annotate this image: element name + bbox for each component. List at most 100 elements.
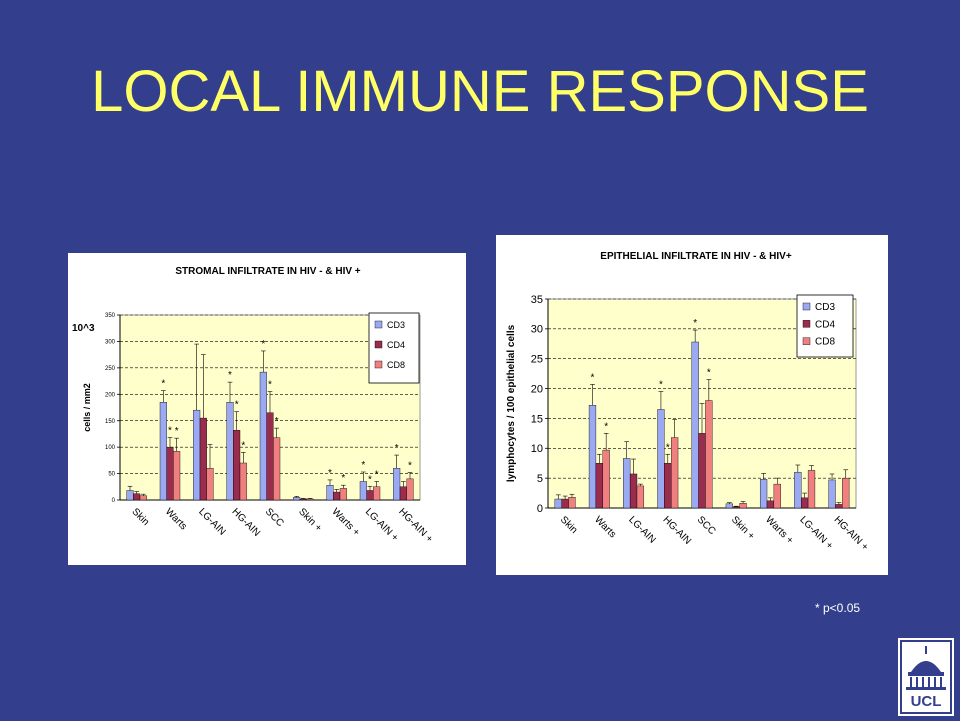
epith-bar-cd8 bbox=[739, 503, 747, 509]
epith-bar-cd3 bbox=[828, 479, 836, 509]
stromal-significance-marker: * bbox=[375, 470, 379, 481]
stromal-y-tick-label: 350 bbox=[105, 313, 116, 319]
epith-bar-cd4 bbox=[766, 500, 775, 509]
stromal-bar-cd8 bbox=[206, 468, 214, 501]
stromal-bar-cd4 bbox=[299, 498, 307, 501]
stromal-bar-cd8 bbox=[273, 437, 281, 501]
epith-category-label: SCC bbox=[695, 514, 718, 537]
logo-text: UCL bbox=[911, 693, 942, 710]
epith-title: EPITHELIAL INFILTRATE IN HIV - & HIV+ bbox=[600, 251, 792, 262]
epith-y-tick-label: 10 bbox=[531, 443, 543, 455]
epith-y-tick-label: 20 bbox=[531, 383, 543, 395]
stromal-bar-cd4 bbox=[166, 446, 174, 501]
stromal-bar-cd3 bbox=[326, 484, 334, 501]
stromal-significance-marker: * bbox=[268, 380, 272, 391]
epith-significance-marker: * bbox=[591, 372, 595, 383]
epith-bar-cd8 bbox=[705, 400, 713, 509]
epith-legend-swatch-cd8 bbox=[802, 337, 811, 345]
epith-bar-cd8 bbox=[807, 470, 816, 509]
ucl-dome-icon: UCL bbox=[900, 640, 952, 714]
epith-significance-marker: * bbox=[693, 318, 697, 329]
epith-bar-cd3 bbox=[691, 341, 699, 509]
stromal-legend-swatch-cd4 bbox=[374, 340, 383, 349]
stromal-category-label: Warts + bbox=[330, 506, 362, 538]
stromal-category-label: HG-AIN + bbox=[396, 506, 435, 545]
stromal-bar-cd8 bbox=[173, 451, 181, 501]
epith-category-label: Warts bbox=[592, 514, 618, 540]
stromal-significance-marker: * bbox=[341, 473, 345, 484]
epith-bar-cd3 bbox=[623, 458, 631, 509]
epith-category-label: Skin bbox=[558, 514, 580, 536]
epith-bar-cd8 bbox=[568, 497, 576, 509]
epith-bar-cd4 bbox=[664, 463, 672, 509]
stromal-bar-cd4 bbox=[199, 417, 207, 501]
epith-bar-cd3 bbox=[759, 479, 768, 509]
epith-bar-cd4 bbox=[801, 497, 809, 509]
epith-significance-marker: * bbox=[604, 421, 608, 432]
epith-bar-cd4 bbox=[698, 433, 706, 509]
epith-bar-cd4 bbox=[835, 504, 843, 509]
epith-significance-marker: * bbox=[666, 442, 670, 453]
stromal-significance-marker: * bbox=[161, 379, 165, 390]
stromal-significance-marker: * bbox=[395, 443, 399, 454]
epith-bar-cd4 bbox=[629, 473, 638, 509]
stromal-bar-cd8 bbox=[339, 488, 347, 501]
epith-category-label: LG-AIN bbox=[626, 514, 657, 545]
epith-y-tick-label: 0 bbox=[537, 503, 543, 515]
stromal-significance-marker: * bbox=[361, 460, 365, 471]
epith-category-label: Warts + bbox=[763, 514, 795, 546]
stromal-y-tick-label: 0 bbox=[112, 498, 116, 504]
stromal-title: STROMAL INFILTRATE IN HIV - & HIV + bbox=[175, 266, 360, 277]
stromal-y-tick-label: 250 bbox=[105, 366, 116, 372]
stromal-bar-cd8 bbox=[406, 478, 414, 501]
stromal-bar-cd8 bbox=[306, 498, 314, 501]
epithelial-chart-panel: EPITHELIAL INFILTRATE IN HIV - & HIV+ 0 5 1… bbox=[496, 235, 888, 575]
stromal-y-axis-label: cells / mm2 bbox=[82, 383, 92, 432]
epith-category-label: Skin + bbox=[729, 514, 757, 542]
epith-bar-cd8 bbox=[842, 477, 850, 509]
stromal-significance-marker: * bbox=[228, 370, 232, 381]
stromal-significance-marker: * bbox=[328, 468, 332, 479]
stromal-category-label: Warts bbox=[163, 506, 189, 532]
stromal-y-tick-label: 50 bbox=[108, 472, 115, 478]
epith-significance-marker: * bbox=[707, 368, 711, 379]
stromal-y-tick-label: 100 bbox=[105, 445, 116, 451]
stromal-category-label: Skin bbox=[130, 506, 152, 528]
stromal-legend-swatch-cd3 bbox=[374, 320, 383, 329]
stromal-bar-cd3 bbox=[259, 371, 267, 501]
stromal-bar-cd8 bbox=[239, 462, 247, 501]
stromal-significance-marker: * bbox=[368, 474, 372, 485]
epith-category-label: HG-AIN + bbox=[832, 514, 871, 553]
epith-bar-cd3 bbox=[725, 503, 733, 509]
stromal-bar-cd4 bbox=[233, 430, 241, 501]
epith-legend-swatch-cd3 bbox=[802, 302, 811, 311]
epith-legend-label: CD3 bbox=[815, 302, 835, 313]
epith-bar-cd8 bbox=[636, 485, 645, 509]
stromal-significance-marker: * bbox=[235, 400, 239, 411]
significance-footnote: * p<0.05 bbox=[815, 601, 861, 615]
stromal-significance-marker: * bbox=[168, 426, 172, 437]
epith-category-label: LG-AIN + bbox=[797, 514, 835, 552]
stromal-bar-cd4 bbox=[266, 412, 274, 501]
epith-bar-cd3 bbox=[554, 498, 562, 509]
stromal-chart-panel: STROMAL INFILTRATE IN HIV - & HIV + 0 50 10… bbox=[68, 253, 466, 565]
epith-y-axis-label: lymphocytes / 100 epithelial cells bbox=[506, 324, 517, 482]
stromal-legend-label: CD3 bbox=[387, 320, 405, 330]
stromal-category-label: LG-AIN bbox=[196, 506, 227, 537]
epith-bar-cd4 bbox=[732, 506, 740, 509]
epith-legend-swatch-cd4 bbox=[802, 320, 811, 328]
epith-legend-label: CD8 bbox=[815, 337, 835, 348]
stromal-bar-cd4 bbox=[133, 493, 141, 501]
epith-category-label: HG-AIN bbox=[661, 514, 694, 547]
stromal-bar-cd4 bbox=[399, 486, 407, 501]
stromal-bar-cd8 bbox=[139, 495, 147, 501]
stromal-category-label: LG-AIN + bbox=[363, 506, 401, 544]
epith-y-tick-label: 15 bbox=[531, 413, 543, 425]
stromal-bar-cd8 bbox=[373, 486, 381, 501]
epith-bar-cd8 bbox=[602, 449, 610, 509]
epith-bar-cd8 bbox=[670, 437, 679, 509]
stromal-bar-cd3 bbox=[159, 402, 167, 501]
stromal-bar-cd4 bbox=[366, 490, 374, 501]
stromal-legend-swatch-cd8 bbox=[374, 360, 383, 369]
stromal-bar-cd3 bbox=[193, 409, 201, 501]
